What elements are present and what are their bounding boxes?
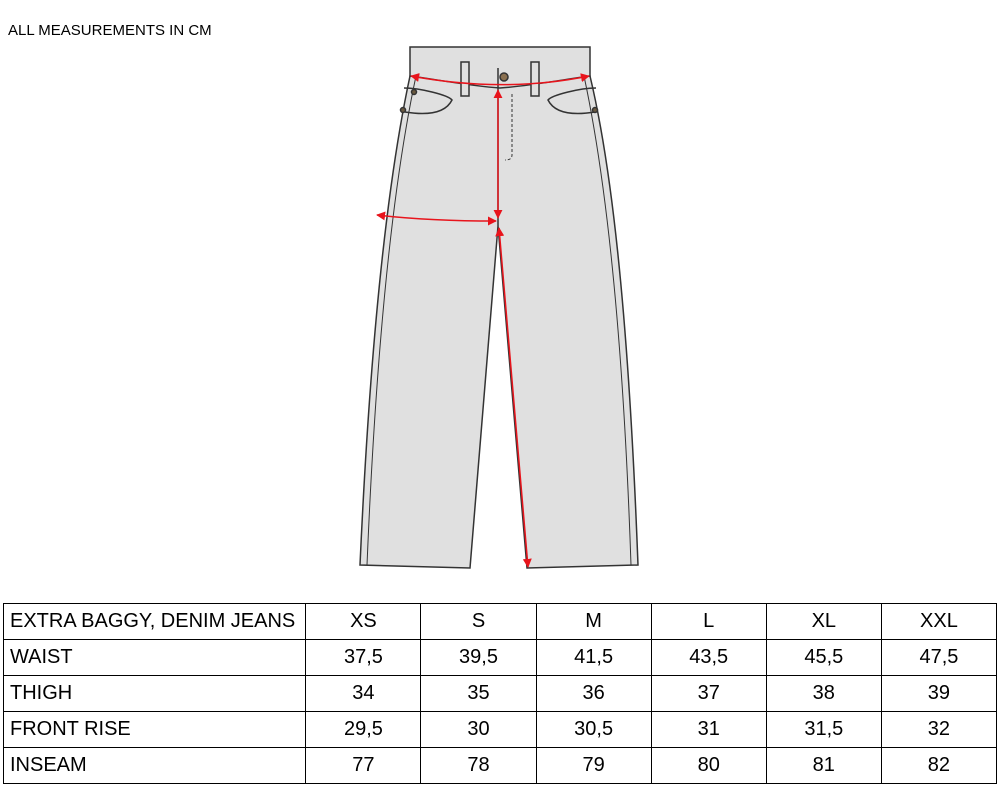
table-header-cell: L xyxy=(650,603,767,640)
table-cell: 35 xyxy=(420,675,537,712)
table-cell: 29,5 xyxy=(305,711,422,748)
inseam-measure-line xyxy=(495,227,532,568)
table-cell: 36 xyxy=(535,675,652,712)
table-cell: 39 xyxy=(880,675,998,712)
jeans-body xyxy=(359,46,639,569)
table-cell: 37,5 xyxy=(305,639,422,676)
jeans-flat-sketch-icon xyxy=(359,46,639,569)
waist-measure-line xyxy=(410,73,590,86)
table-cell: FRONT RISE xyxy=(2,711,307,748)
table-header-cell: M xyxy=(535,603,652,640)
table-header-row: EXTRA BAGGY, DENIM JEANS XS S M L XL XXL xyxy=(2,603,998,640)
table-cell: 45,5 xyxy=(765,639,882,676)
table-cell: 47,5 xyxy=(880,639,998,676)
table-cell: 31,5 xyxy=(765,711,882,748)
table-cell: 30,5 xyxy=(535,711,652,748)
table-cell: 81 xyxy=(765,747,882,784)
table-cell: 32 xyxy=(880,711,998,748)
table-cell: 30 xyxy=(420,711,537,748)
table-header-cell: XS xyxy=(305,603,422,640)
table-row: THIGH 34 35 36 37 38 39 xyxy=(2,675,998,712)
table-cell: WAIST xyxy=(2,639,307,676)
table-cell: 77 xyxy=(305,747,422,784)
table-cell: INSEAM xyxy=(2,747,307,784)
table-cell: 38 xyxy=(765,675,882,712)
table-cell: 80 xyxy=(650,747,767,784)
table-header-cell: XXL xyxy=(880,603,998,640)
table-header-cell: EXTRA BAGGY, DENIM JEANS xyxy=(2,603,307,640)
table-cell: THIGH xyxy=(2,675,307,712)
thigh-measure-line xyxy=(376,211,497,226)
table-row: INSEAM 77 78 79 80 81 82 xyxy=(2,747,998,784)
table-cell: 79 xyxy=(535,747,652,784)
table-cell: 78 xyxy=(420,747,537,784)
table-cell: 41,5 xyxy=(535,639,652,676)
table-cell: 37 xyxy=(650,675,767,712)
table-header-cell: XL xyxy=(765,603,882,640)
measurement-unit-note: ALL MEASUREMENTS IN CM xyxy=(8,22,212,39)
table-row: WAIST 37,5 39,5 41,5 43,5 45,5 47,5 xyxy=(2,639,998,676)
table-cell: 82 xyxy=(880,747,998,784)
table-cell: 34 xyxy=(305,675,422,712)
measurement-lines xyxy=(376,73,590,568)
table-header-cell: S xyxy=(420,603,537,640)
table-cell: 43,5 xyxy=(650,639,767,676)
table-cell: 39,5 xyxy=(420,639,537,676)
table-cell: 31 xyxy=(650,711,767,748)
table-row: FRONT RISE 29,5 30 30,5 31 31,5 32 xyxy=(2,711,998,748)
size-chart-table: EXTRA BAGGY, DENIM JEANS XS S M L XL XXL… xyxy=(2,603,998,784)
